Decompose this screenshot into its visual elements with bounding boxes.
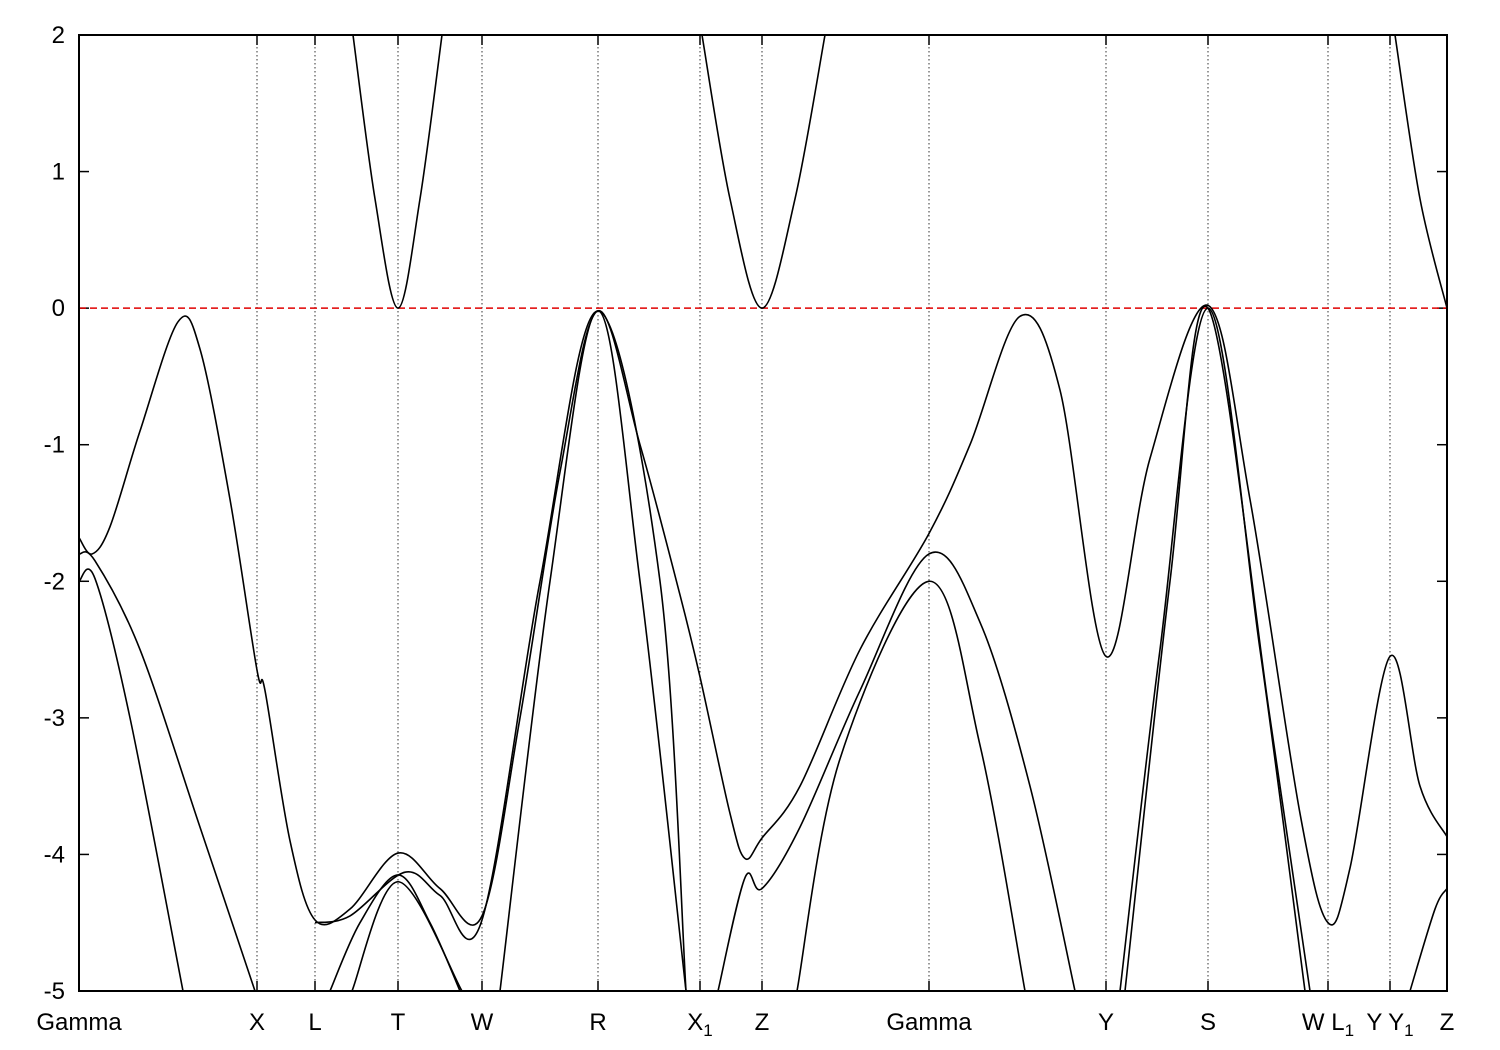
x-tick-label: L — [308, 1009, 321, 1036]
band-line — [1394, 35, 1447, 309]
band-line — [351, 880, 463, 991]
x-tick-label: Z — [1440, 1009, 1455, 1036]
band-line — [1409, 888, 1447, 991]
band-line — [329, 874, 461, 991]
x-tick-label: R — [589, 1009, 606, 1036]
x-tick-label: Gamma — [886, 1009, 972, 1036]
band-line — [79, 568, 184, 991]
y-tick-label: -4 — [44, 841, 65, 868]
y-tick-label: 0 — [52, 295, 65, 322]
band-line — [79, 551, 256, 991]
x-tick-label: Gamma — [36, 1009, 122, 1036]
x-tick-label: Y — [1098, 1009, 1114, 1036]
band-line — [1124, 305, 1311, 991]
x-tick-label: S — [1200, 1009, 1216, 1036]
band-line — [352, 35, 443, 309]
x-tick-label: W L1 — [1302, 1009, 1354, 1040]
band-line — [701, 35, 826, 309]
bands — [79, 35, 1447, 991]
band-line — [314, 310, 687, 991]
y-tick-label: 1 — [52, 159, 65, 186]
x-tick-label: T — [391, 1009, 406, 1036]
band-line — [1119, 307, 1306, 991]
band-line — [717, 551, 1076, 991]
band-line — [796, 580, 1026, 991]
x-tick-label: X — [249, 1009, 265, 1036]
band-line — [79, 304, 1447, 926]
x-tick-label: Y Y1 — [1366, 1009, 1413, 1040]
y-tick-label: -1 — [44, 432, 65, 459]
y-tick-label: -3 — [44, 705, 65, 732]
y-tick-label: -2 — [44, 568, 65, 595]
x-tick-label: Z — [755, 1009, 770, 1036]
y-tick-label: -5 — [44, 978, 65, 1005]
band-line — [499, 310, 687, 991]
x-tick-label: W — [471, 1009, 494, 1036]
plot-frame — [78, 34, 1448, 992]
x-tick-label: X1 — [687, 1009, 712, 1040]
y-tick-label: 2 — [52, 22, 65, 49]
